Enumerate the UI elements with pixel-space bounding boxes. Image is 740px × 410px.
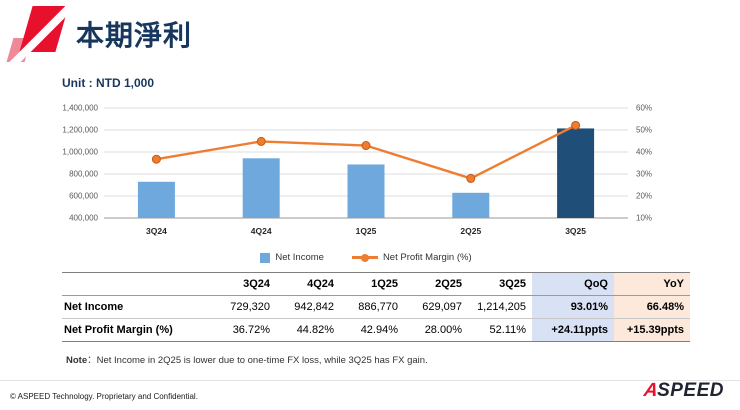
right-axis-tick: 50%	[636, 126, 652, 135]
summary-table-wrap: 3Q24 4Q24 1Q25 2Q25 3Q25 QoQ YoY Net Income 729,…	[62, 272, 690, 342]
cell: +24.11ppts	[532, 318, 614, 342]
col-header-3Q25: 3Q25	[468, 272, 532, 296]
chart-legend: Net Income Net Profit Margin (%)	[52, 252, 680, 263]
note-label: Note	[66, 355, 88, 366]
bar-3Q24	[137, 181, 175, 218]
row-label: Net Income	[62, 295, 212, 319]
cell: 66.48%	[614, 295, 690, 319]
cell: +15.39ppts	[614, 318, 690, 342]
x-axis-label: 4Q24	[251, 226, 272, 236]
x-axis-label: 3Q24	[146, 226, 167, 236]
table-corner-cell	[62, 272, 212, 296]
marker-3Q25	[571, 120, 581, 130]
cell: 42.94%	[340, 318, 404, 342]
x-axis-label: 1Q25	[356, 226, 377, 236]
left-axis-tick: 1,400,000	[62, 104, 98, 113]
left-axis-tick: 600,000	[69, 192, 98, 201]
bar-1Q25	[347, 164, 385, 218]
marker-1Q25	[361, 141, 371, 151]
cell: 942,842	[276, 295, 340, 319]
note-text: ：Net Income in 2Q25 is lower due to one-…	[87, 355, 428, 366]
aspeed-logo: A SPEED	[643, 380, 724, 402]
cell: 93.01%	[532, 295, 614, 319]
slide-title: 本期淨利	[76, 20, 193, 51]
marker-3Q24	[151, 154, 161, 164]
chart-canvas: 400,000 10% 600,000 20% 800,000 30% 1,000,000 4…	[62, 104, 652, 237]
col-header-YoY: YoY	[614, 272, 690, 296]
left-axis-tick: 1,000,000	[62, 148, 98, 157]
col-header-2Q25: 2Q25	[404, 272, 468, 296]
net-income-swatch-icon	[260, 252, 271, 263]
cell: 1,214,205	[468, 295, 532, 319]
col-header-3Q24: 3Q24	[212, 272, 276, 296]
legend-label-net-income: Net Income	[275, 252, 324, 263]
net-profit-margin-swatch-icon	[351, 253, 378, 262]
x-axis-label: 2Q25	[460, 226, 481, 236]
summary-table: 3Q24 4Q24 1Q25 2Q25 3Q25 QoQ YoY Net Income 729,…	[62, 272, 690, 342]
legend-item-net-profit-margin: Net Profit Margin (%)	[351, 252, 472, 263]
row-label: Net Profit Margin (%)	[62, 318, 212, 342]
right-axis-tick: 10%	[636, 214, 652, 223]
table-row: Net Profit Margin (%) 36.72% 44.82% 42.94% 2…	[62, 318, 690, 342]
legend-item-net-income: Net Income	[260, 252, 324, 263]
left-axis-tick: 400,000	[69, 214, 98, 223]
combo-chart: 400,000 10% 600,000 20% 800,000 30% 1,000,000 4…	[52, 94, 680, 252]
x-axis-label: 3Q25	[565, 226, 586, 236]
aspeed-logo-text: SPEED	[657, 380, 724, 401]
right-axis-tick: 20%	[636, 192, 652, 201]
cell: 44.82%	[276, 318, 340, 342]
col-header-1Q25: 1Q25	[340, 272, 404, 296]
table-row: Net Income 729,320 942,842 886,770 629,097 1,…	[62, 295, 690, 319]
footer-divider	[0, 380, 740, 381]
cell: 629,097	[404, 295, 468, 319]
legend-label-net-profit-margin: Net Profit Margin (%)	[382, 252, 472, 263]
right-axis-tick: 30%	[636, 170, 652, 179]
corner-decoration-icon	[6, 0, 78, 71]
bar-4Q24	[242, 158, 280, 218]
left-axis-tick: 800,000	[69, 170, 98, 179]
cell: 52.11%	[468, 318, 532, 342]
col-header-4Q24: 4Q24	[276, 272, 340, 296]
right-axis-tick: 60%	[636, 104, 652, 113]
col-header-QoQ: QoQ	[532, 272, 614, 296]
right-axis-tick: 40%	[636, 148, 652, 157]
footer-text: © ASPEED Technology. Proprietary and Con…	[10, 392, 198, 401]
note: Note：Net Income in 2Q25 is lower due to …	[66, 352, 428, 366]
marker-2Q25	[466, 173, 476, 183]
cell: 28.00%	[404, 318, 468, 342]
cell: 886,770	[340, 295, 404, 319]
cell: 36.72%	[212, 318, 276, 342]
left-axis-tick: 1,200,000	[62, 126, 98, 135]
bar-2Q25	[452, 192, 490, 218]
marker-4Q24	[256, 136, 266, 146]
cell: 729,320	[212, 295, 276, 319]
unit-label: Unit : NTD 1,000	[62, 76, 155, 90]
bar-3Q25	[557, 128, 595, 218]
